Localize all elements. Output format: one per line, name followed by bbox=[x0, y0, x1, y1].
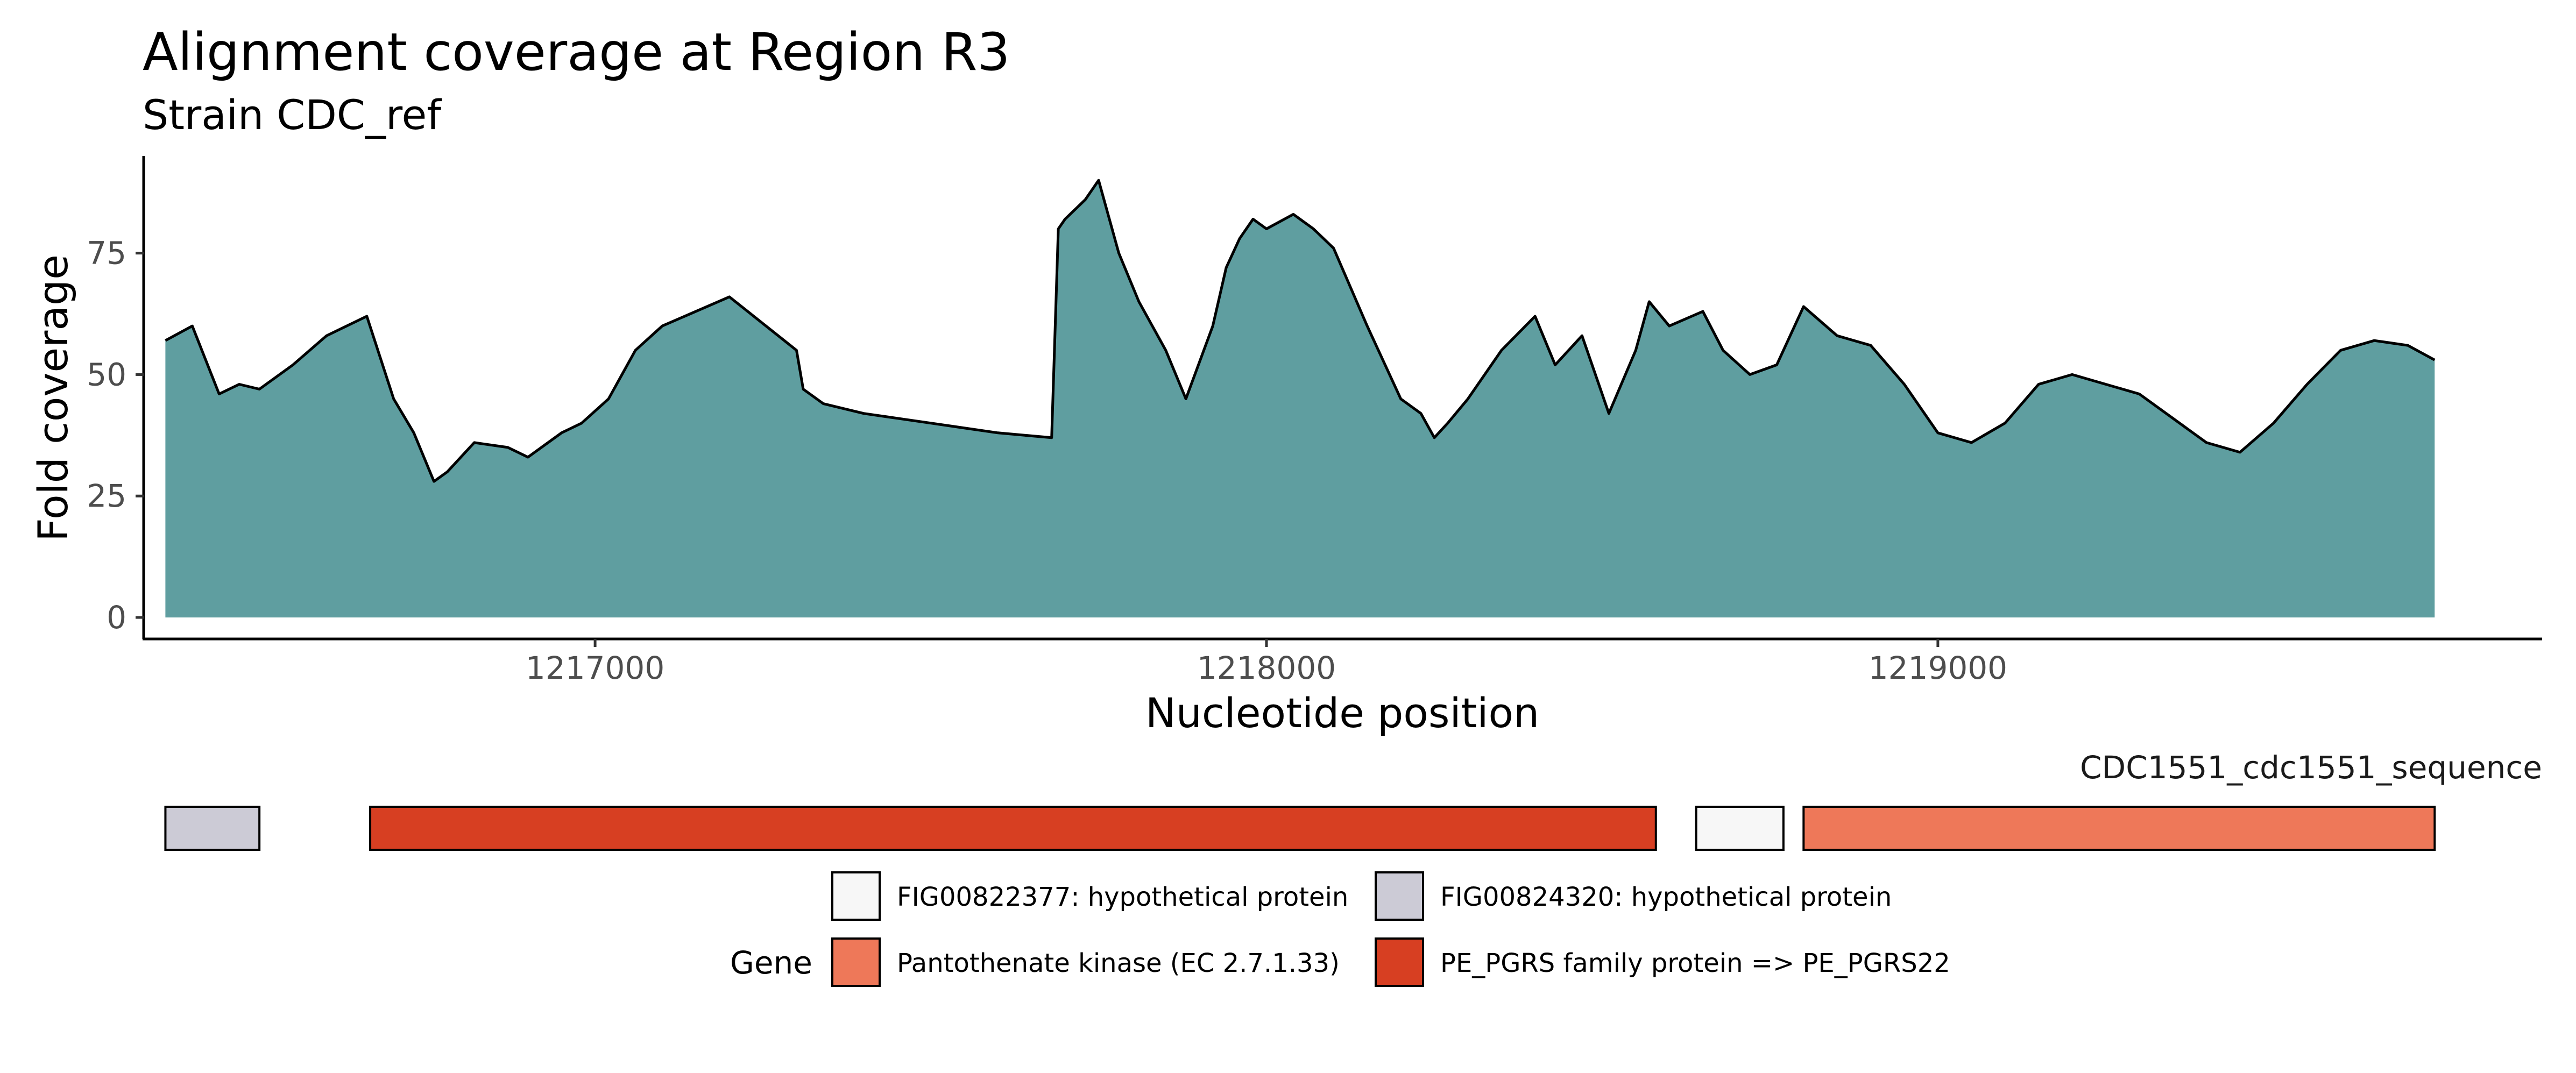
chart-title: Alignment coverage at Region R3 bbox=[143, 22, 1010, 82]
legend-key bbox=[831, 871, 881, 921]
gene-legend: Gene FIG00822377: hypothetical protein FI… bbox=[730, 871, 1950, 987]
chart-subtitle: Strain CDC_ref bbox=[143, 91, 442, 139]
x-axis-ticks: 1217000 1218000 1219000 bbox=[526, 639, 2007, 686]
legend-label: PE_PGRS family protein => PE_PGRS22 bbox=[1440, 948, 1950, 978]
legend-title: Gene bbox=[730, 944, 812, 981]
legend-label: FIG00824320: hypothetical protein bbox=[1440, 882, 1892, 912]
coverage-line bbox=[165, 179, 2436, 483]
coverage-plot bbox=[165, 179, 2436, 617]
y-axis-ticks: 0 25 50 75 bbox=[87, 235, 144, 636]
x-tick-label: 1217000 bbox=[526, 650, 664, 686]
y-tick-label: 0 bbox=[107, 599, 126, 636]
gene-track bbox=[164, 806, 2436, 851]
gene-bar bbox=[369, 806, 1657, 851]
gene-bar bbox=[1695, 806, 1785, 851]
gene-bar bbox=[1802, 806, 2436, 851]
x-tick-label: 1219000 bbox=[1869, 650, 2007, 686]
legend-key bbox=[1375, 937, 1424, 987]
gene-track-strip-label: CDC1551_cdc1551_sequence bbox=[2080, 749, 2542, 786]
x-axis-title: Nucleotide position bbox=[1145, 689, 1539, 737]
y-tick-label: 75 bbox=[87, 235, 126, 272]
y-tick-label: 25 bbox=[87, 478, 126, 514]
legend-key bbox=[1375, 871, 1424, 921]
x-tick-label: 1218000 bbox=[1197, 650, 1336, 686]
coverage-area bbox=[165, 180, 2435, 617]
legend-label: Pantothenate kinase (EC 2.7.1.33) bbox=[897, 948, 1340, 978]
legend-label: FIG00822377: hypothetical protein bbox=[897, 882, 1348, 912]
y-axis-title: Fold coverage bbox=[29, 254, 77, 542]
legend-key bbox=[831, 937, 881, 987]
y-tick-label: 50 bbox=[87, 356, 126, 393]
gene-bar bbox=[164, 806, 261, 851]
